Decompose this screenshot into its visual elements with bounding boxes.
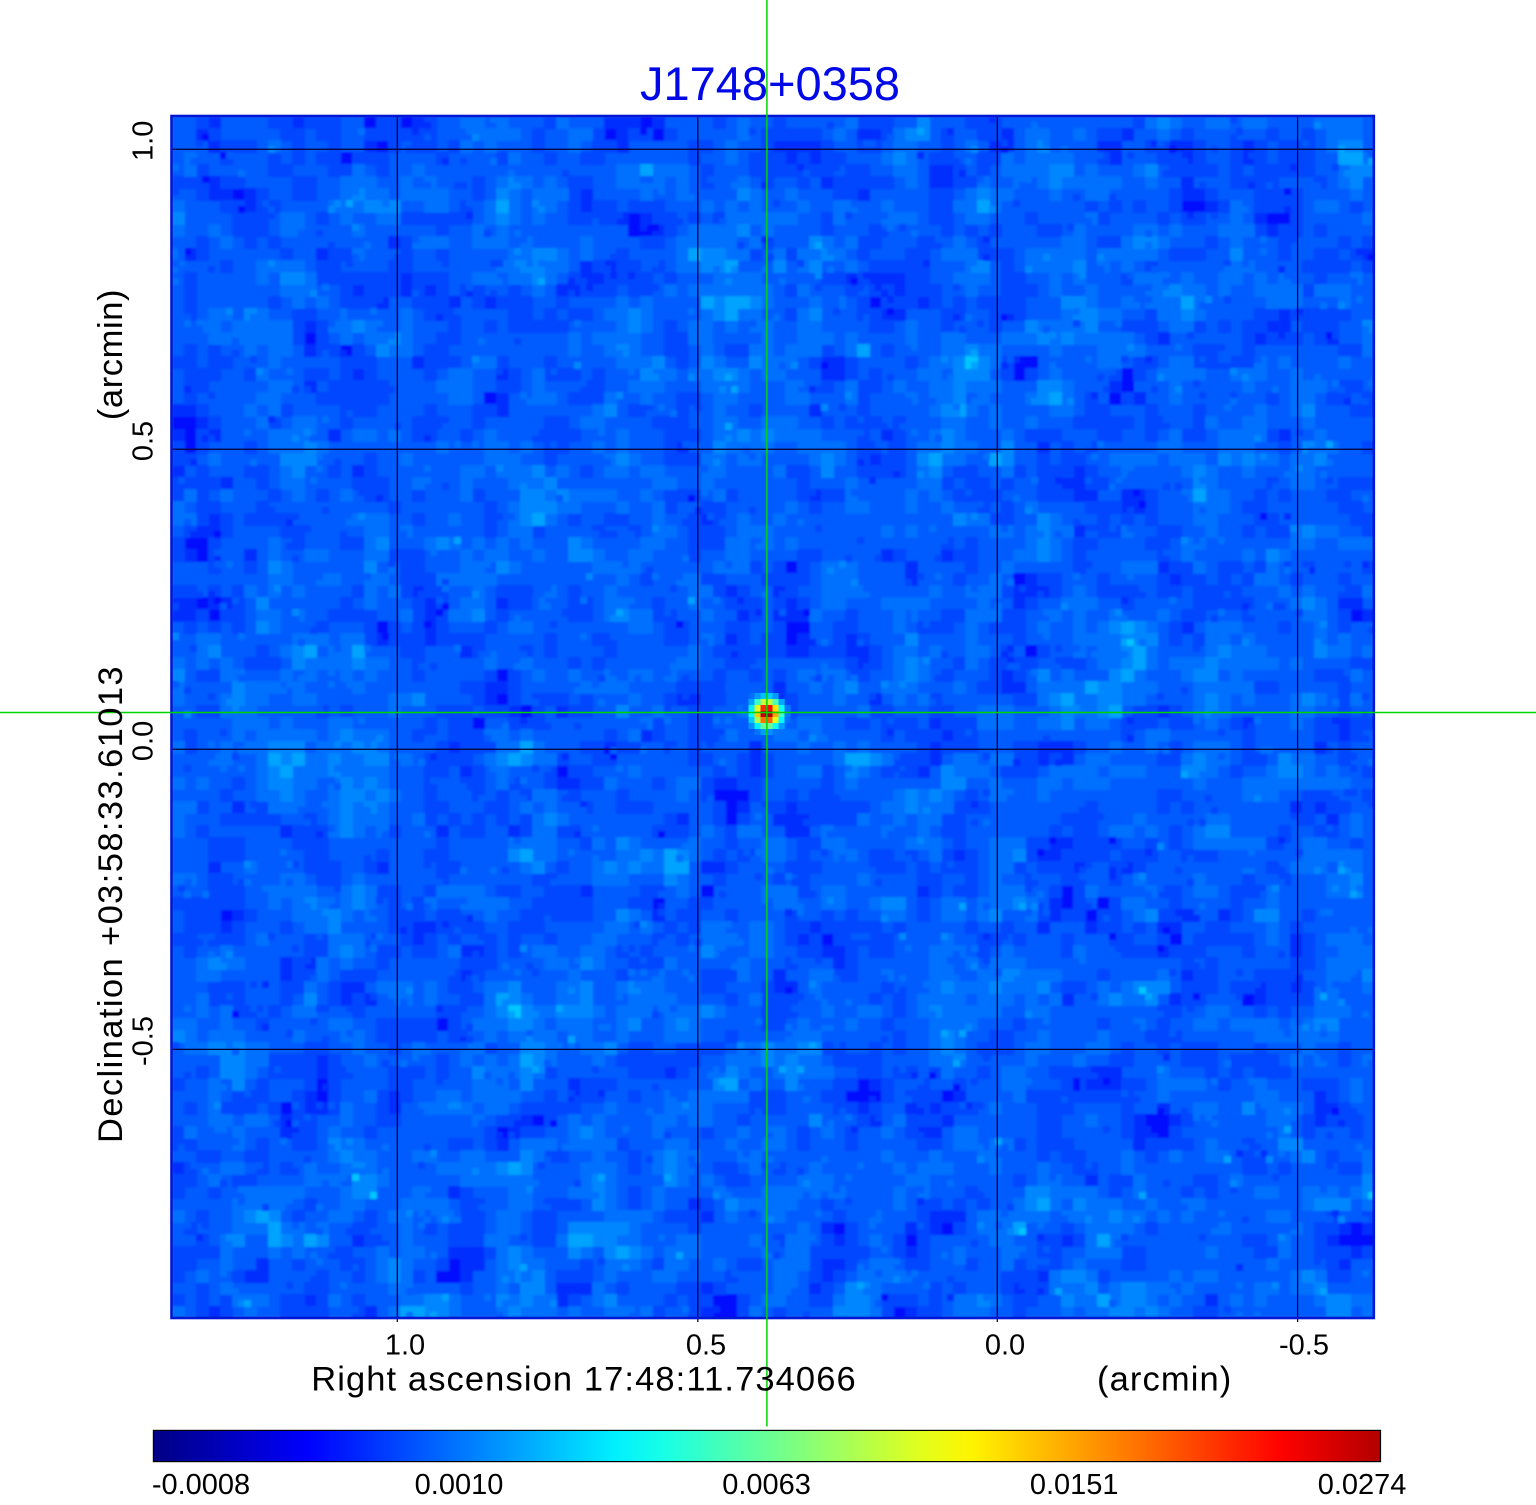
svg-text:(arcmin): (arcmin) (92, 289, 130, 420)
svg-text:-0.5: -0.5 (1279, 1330, 1329, 1362)
svg-text:-0.0008: -0.0008 (152, 1469, 250, 1500)
svg-text:0.0151: 0.0151 (1030, 1469, 1119, 1500)
svg-text:0.0010: 0.0010 (415, 1469, 504, 1500)
svg-text:1.0: 1.0 (385, 1330, 425, 1362)
svg-text:0.5: 0.5 (686, 1330, 726, 1362)
svg-text:0.5: 0.5 (128, 421, 160, 461)
svg-text:J1748+0358: J1748+0358 (640, 57, 900, 110)
svg-text:Declination +03:58:33.61013: Declination +03:58:33.61013 (92, 665, 130, 1143)
svg-text:0.0: 0.0 (985, 1330, 1025, 1362)
svg-text:1.0: 1.0 (128, 121, 160, 161)
svg-text:0.0: 0.0 (128, 721, 160, 761)
svg-text:Right ascension 17:48:11.7340: Right ascension 17:48:11.734066 (311, 1361, 857, 1399)
svg-text:0.0274: 0.0274 (1318, 1469, 1407, 1500)
svg-text:(arcmin): (arcmin) (1097, 1361, 1232, 1399)
svg-text:0.0063: 0.0063 (722, 1469, 811, 1500)
svg-text:-0.5: -0.5 (128, 1016, 160, 1066)
